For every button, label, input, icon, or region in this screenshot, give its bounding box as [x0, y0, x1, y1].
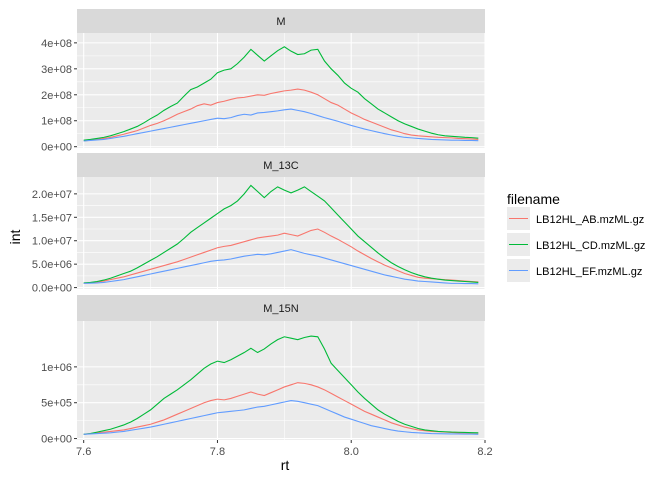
x-tick-label: 8.2 — [477, 446, 492, 458]
x-tick-label: 7.8 — [210, 446, 225, 458]
y-tick-label: 4e+08 — [41, 38, 72, 50]
y-tick-label: 5e+05 — [41, 398, 72, 410]
facet-strip-label: M — [276, 16, 285, 28]
series-line — [83, 46, 479, 141]
facet-strip — [77, 295, 485, 321]
legend-label: LB12HL_AB.mzML.gz — [536, 214, 644, 226]
facet-strip-label: M_13C — [263, 160, 299, 172]
series-line — [83, 108, 479, 142]
legend-item: LB12HL_EF.mzML.gz — [507, 259, 642, 282]
series-line — [83, 228, 479, 284]
legend-label: LB12HL_EF.mzML.gz — [536, 266, 642, 278]
series-line — [83, 400, 479, 435]
panel-background — [77, 321, 485, 440]
y-tick-label: 0e+00 — [41, 142, 72, 154]
y-tick-label: 2e+08 — [41, 90, 72, 102]
legend: filename LB12HL_AB.mzML.gz LB12HL_CD.mzML… — [507, 191, 645, 282]
facet-panels: M 0e+00 1e+08 2e+08 3e+08 4e+08 M_13C 0.0e+00 5.… — [32, 9, 486, 446]
x-tick-label: 7.6 — [76, 446, 91, 458]
y-axis-title: int — [7, 230, 23, 245]
series-line — [83, 249, 479, 285]
y-tick-label: 1.0e+07 — [32, 236, 72, 248]
x-axis: 7.6 7.8 8.0 8.2 rt — [76, 440, 493, 473]
facet-panel: M_13C 0.0e+00 5.0e+06 1.0e+07 1.5e+07 2.0e+07 — [32, 153, 486, 295]
facet-strip — [77, 153, 485, 177]
y-tick-label: 0.0e+00 — [32, 283, 72, 295]
facet-panel: M_15N 0e+00 5e+05 1e+06 — [41, 295, 486, 446]
facet-strip — [77, 9, 485, 33]
series-line — [83, 382, 479, 435]
y-tick-label: 2.0e+07 — [32, 189, 72, 201]
x-axis-title: rt — [281, 457, 290, 473]
legend-title: filename — [507, 191, 560, 207]
legend-item: LB12HL_CD.mzML.gz — [507, 233, 645, 256]
series-line — [83, 88, 479, 142]
y-tick-label: 3e+08 — [41, 64, 72, 76]
legend-item: LB12HL_AB.mzML.gz — [507, 207, 644, 230]
series-line — [83, 335, 479, 435]
y-tick-label: 1e+08 — [41, 116, 72, 128]
series-line — [83, 184, 479, 284]
legend-label: LB12HL_CD.mzML.gz — [536, 240, 645, 252]
x-tick-label: 8.0 — [344, 446, 359, 458]
y-tick-label: 1.5e+07 — [32, 212, 72, 224]
y-tick-label: 0e+00 — [41, 434, 72, 446]
facet-strip-label: M_15N — [263, 303, 299, 315]
y-tick-label: 5.0e+06 — [32, 259, 72, 271]
y-tick-label: 1e+06 — [41, 362, 72, 374]
facet-panel: M 0e+00 1e+08 2e+08 3e+08 4e+08 — [41, 9, 486, 154]
